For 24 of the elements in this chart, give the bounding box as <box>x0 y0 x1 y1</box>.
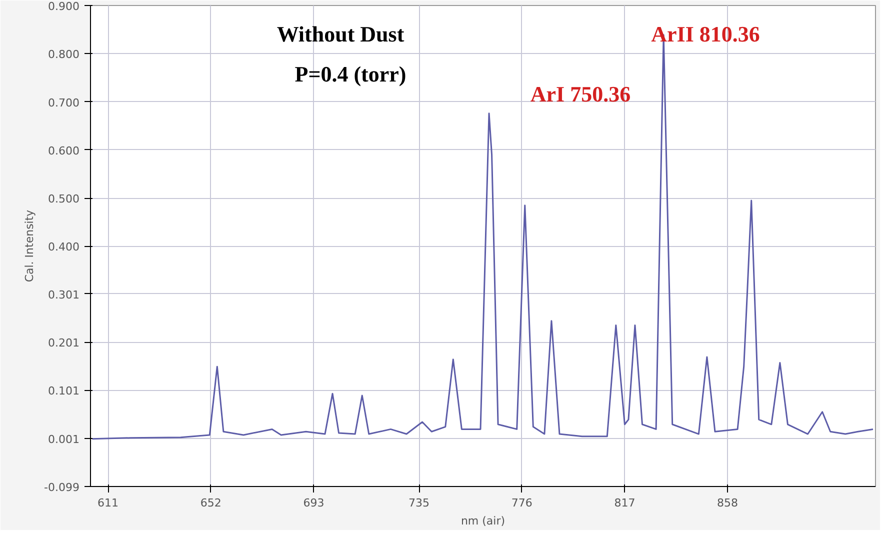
annotation: P=0.4 (torr) <box>294 62 406 86</box>
annotation: ArII 810.36 <box>651 22 760 46</box>
x-tick-label: 776 <box>511 496 532 510</box>
y-tick-label: 0.500 <box>48 192 80 206</box>
y-tick-label: 0.900 <box>48 0 80 13</box>
y-tick-label: -0.099 <box>44 481 80 494</box>
x-tick-label: 611 <box>98 496 119 510</box>
y-axis-title: Cal. Intensity <box>23 209 36 282</box>
y-tick-label: 0.301 <box>48 288 80 302</box>
y-tick-label: 0.400 <box>48 240 80 254</box>
x-tick-label: 817 <box>614 496 636 510</box>
y-tick-label: 0.201 <box>48 336 80 350</box>
x-tick-label: 652 <box>200 496 222 510</box>
x-tick-label: 858 <box>717 496 738 510</box>
y-tick-label: 0.101 <box>48 384 80 398</box>
x-tick-label: 693 <box>303 496 324 510</box>
annotation: Without Dust <box>276 22 405 46</box>
y-tick-label: 0.800 <box>48 48 80 62</box>
y-tick-label: 0.001 <box>48 432 80 446</box>
x-axis-title: nm (air) <box>460 514 506 528</box>
x-tick-label: 735 <box>408 496 430 510</box>
y-tick-label: 0.600 <box>48 144 80 158</box>
annotation: ArI 750.36 <box>530 82 631 106</box>
y-tick-label: 0.700 <box>48 96 80 110</box>
